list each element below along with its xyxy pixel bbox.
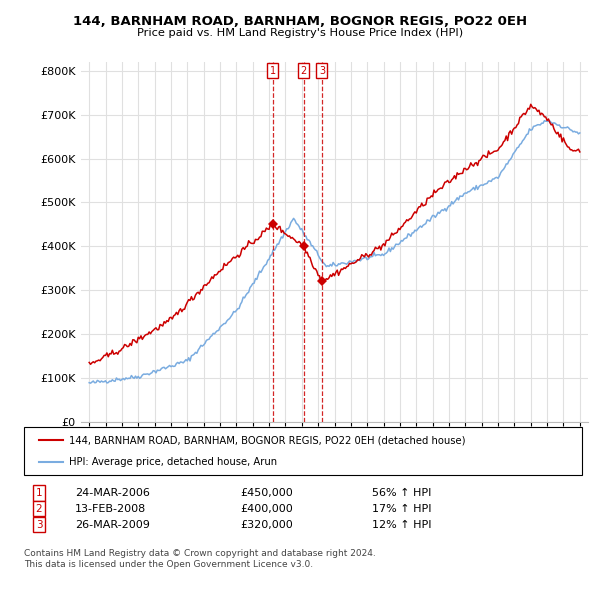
Text: 3: 3 [35, 520, 43, 529]
Text: £450,000: £450,000 [240, 488, 293, 497]
Text: 2: 2 [35, 504, 43, 513]
Text: 56% ↑ HPI: 56% ↑ HPI [372, 488, 431, 497]
Text: HPI: Average price, detached house, Arun: HPI: Average price, detached house, Arun [69, 457, 277, 467]
Text: 3: 3 [319, 65, 325, 76]
Text: 12% ↑ HPI: 12% ↑ HPI [372, 520, 431, 529]
Text: 13-FEB-2008: 13-FEB-2008 [75, 504, 146, 513]
Text: £320,000: £320,000 [240, 520, 293, 529]
Text: 144, BARNHAM ROAD, BARNHAM, BOGNOR REGIS, PO22 0EH: 144, BARNHAM ROAD, BARNHAM, BOGNOR REGIS… [73, 15, 527, 28]
Text: £400,000: £400,000 [240, 504, 293, 513]
Text: 17% ↑ HPI: 17% ↑ HPI [372, 504, 431, 513]
Text: 144, BARNHAM ROAD, BARNHAM, BOGNOR REGIS, PO22 0EH (detached house): 144, BARNHAM ROAD, BARNHAM, BOGNOR REGIS… [69, 435, 466, 445]
Text: Price paid vs. HM Land Registry's House Price Index (HPI): Price paid vs. HM Land Registry's House … [137, 28, 463, 38]
Text: 26-MAR-2009: 26-MAR-2009 [75, 520, 150, 529]
Text: 1: 1 [35, 488, 43, 497]
Text: This data is licensed under the Open Government Licence v3.0.: This data is licensed under the Open Gov… [24, 560, 313, 569]
Text: 1: 1 [270, 65, 276, 76]
Text: 2: 2 [301, 65, 307, 76]
Text: 24-MAR-2006: 24-MAR-2006 [75, 488, 150, 497]
Text: Contains HM Land Registry data © Crown copyright and database right 2024.: Contains HM Land Registry data © Crown c… [24, 549, 376, 558]
